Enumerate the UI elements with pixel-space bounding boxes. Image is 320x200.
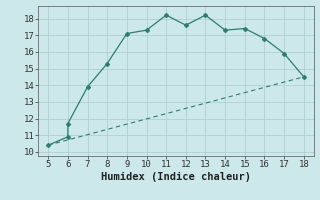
X-axis label: Humidex (Indice chaleur): Humidex (Indice chaleur) xyxy=(101,172,251,182)
